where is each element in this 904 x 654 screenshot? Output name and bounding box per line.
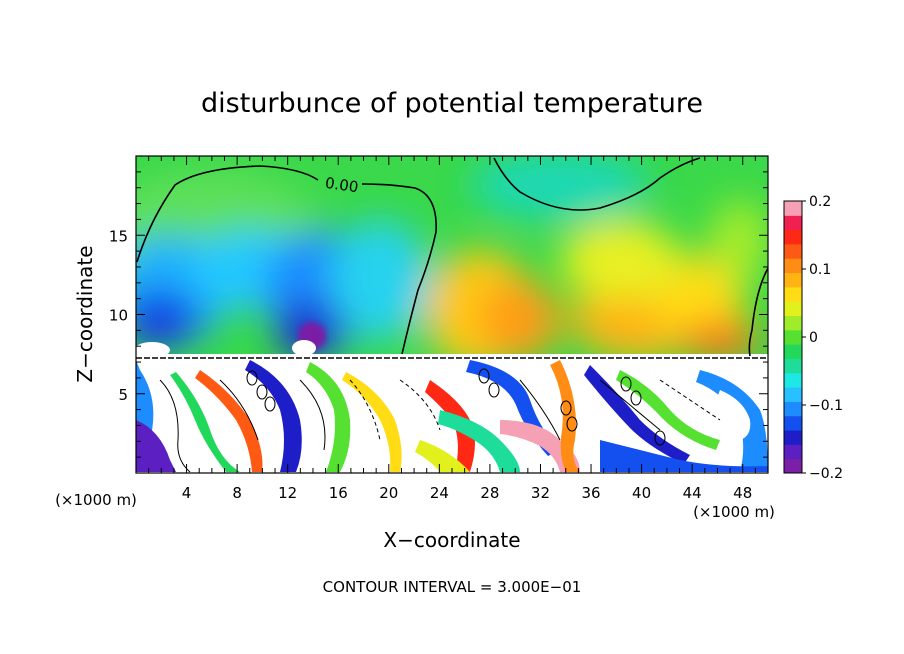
zero-contour-left <box>136 165 437 355</box>
footer-contour-interval: CONTOUR INTERVAL = 3.000E−01 <box>323 578 582 596</box>
interface-band <box>136 354 768 360</box>
y-axis: 5 10 15 <box>109 171 768 458</box>
colorbar-swatch <box>784 229 802 245</box>
colorbar-tick-label: 0 <box>809 330 818 346</box>
colorbar-swatch <box>784 458 802 474</box>
x-tick-label: 36 <box>581 484 600 502</box>
lower-contours <box>159 368 721 473</box>
colorbar-tick-label: 0.1 <box>809 262 831 278</box>
colorbar-swatch <box>784 444 802 460</box>
cold-spot-2 <box>136 342 170 358</box>
colorbar-tick-label: −0.1 <box>809 398 843 414</box>
colorbar-swatch <box>784 430 802 445</box>
colorbar-swatch <box>784 243 802 259</box>
contour-label: 0.00 <box>324 174 360 196</box>
x-tick-label: 4 <box>182 484 192 502</box>
y-tick-label: 10 <box>109 307 128 325</box>
x-tick-label: 12 <box>278 484 297 502</box>
plot-area: 0.00 <box>136 156 768 473</box>
colorbar: 0.2 0.1 0 −0.1 −0.2 <box>783 194 843 482</box>
x-tick-label: 48 <box>733 484 752 502</box>
colorbar-swatch <box>784 201 802 216</box>
colorbar-swatch <box>784 344 802 359</box>
x-tick-label: 44 <box>683 484 702 502</box>
y-axis-label: Z−coordinate <box>73 245 97 382</box>
upper-field <box>136 156 768 370</box>
colorbar-swatch <box>784 301 802 317</box>
colorbar-swatch <box>784 372 802 388</box>
colorbar-tick-label: 0.2 <box>809 194 831 210</box>
x-tick-label: 8 <box>232 484 242 502</box>
colorbar-swatch <box>784 387 802 402</box>
colorbar-swatch <box>784 401 802 417</box>
colorbar-swatch <box>784 415 802 431</box>
x-unit-right: (×1000 m) <box>693 503 775 521</box>
cold-spot <box>292 340 316 356</box>
x-tick-label: 24 <box>430 484 449 502</box>
colorbar-swatch <box>784 358 802 374</box>
x-tick-label: 32 <box>531 484 550 502</box>
x-tick-label: 20 <box>379 484 398 502</box>
zero-contour-right <box>493 157 768 357</box>
colorbar-tick-label: −0.2 <box>809 466 843 482</box>
x-tick-label: 40 <box>632 484 651 502</box>
y-tick-label: 5 <box>118 386 128 404</box>
x-tick-label: 16 <box>329 484 348 502</box>
colorbar-swatch <box>784 286 802 302</box>
chart-title: disturbunce of potential temperature <box>201 88 703 119</box>
colorbar-swatch <box>784 329 802 345</box>
x-unit-left: (×1000 m) <box>55 491 137 509</box>
lower-field <box>136 360 768 472</box>
x-tick-label: 28 <box>480 484 499 502</box>
x-axis: 4 8 12 16 20 24 28 32 36 40 44 48 <box>148 156 756 502</box>
x-axis-label: X−coordinate <box>383 528 520 552</box>
colorbar-swatch <box>784 215 802 231</box>
y-tick-label: 15 <box>109 227 128 245</box>
colorbar-swatch <box>784 258 802 274</box>
colorbar-swatch <box>784 272 802 288</box>
colorbar-swatch <box>784 315 802 331</box>
